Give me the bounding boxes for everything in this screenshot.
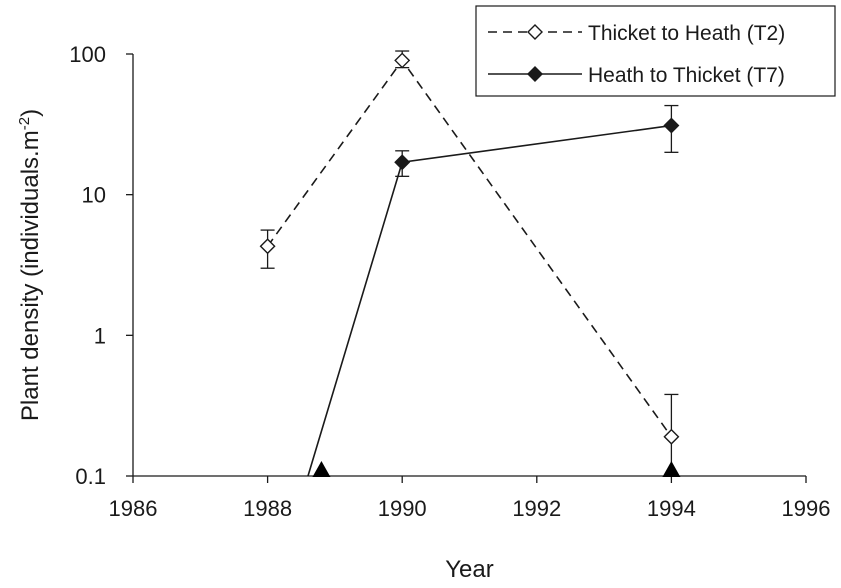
y-axis-title-close: ) — [17, 109, 44, 117]
legend-box — [475, 5, 836, 97]
data-point — [663, 428, 680, 445]
x-tick-label: 1990 — [378, 496, 427, 521]
legend-marker — [527, 66, 543, 82]
y-tick-label: 100 — [69, 42, 106, 67]
data-point — [394, 52, 411, 69]
data-point — [663, 117, 680, 134]
y-tick-label: 1 — [94, 323, 106, 348]
axis-ticks: 1986 1988 1990 1992 1994 1996 0.1 1 10 100 — [69, 42, 830, 521]
y-tick-label: 0.1 — [75, 464, 106, 489]
series-1 — [259, 50, 680, 477]
data-point — [259, 238, 276, 255]
y-tick-label: 10 — [82, 183, 106, 208]
x-tick-label: 1994 — [647, 496, 696, 521]
legend: Thicket to Heath (T2) Heath to Thicket (T… — [475, 5, 836, 97]
series-layer — [259, 50, 680, 477]
x-tick-label: 1986 — [109, 496, 158, 521]
triangle-marker — [662, 461, 681, 477]
y-axis-title: Plant density (individuals.m-2) — [16, 109, 44, 421]
x-tick-label: 1992 — [512, 496, 561, 521]
series-2 — [307, 104, 680, 477]
series-line — [266, 59, 673, 438]
legend-label: Heath to Thicket (T7) — [588, 64, 785, 87]
axes — [132, 54, 806, 477]
series-line — [307, 124, 672, 477]
legend-marker — [527, 24, 543, 40]
x-tick-label: 1988 — [243, 496, 292, 521]
annotation-layer — [312, 461, 681, 477]
data-point — [394, 154, 411, 171]
triangle-marker — [312, 461, 331, 477]
x-axis-title: Year — [445, 556, 494, 583]
y-axis-title-main: Plant density (individuals.m — [17, 130, 44, 421]
legend-label: Thicket to Heath (T2) — [588, 22, 785, 45]
x-tick-label: 1996 — [782, 496, 831, 521]
y-axis-title-superscript: -2 — [16, 117, 33, 130]
